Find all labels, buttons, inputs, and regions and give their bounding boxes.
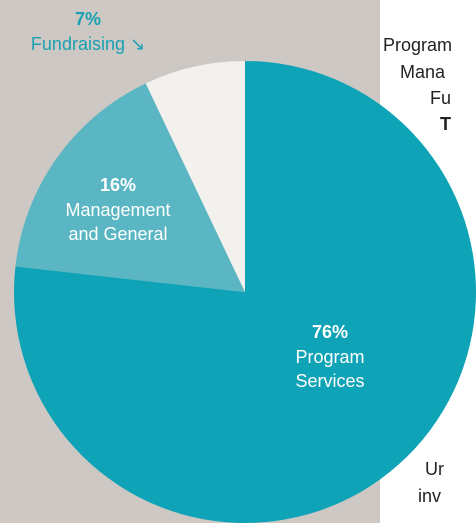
side-text: inv xyxy=(418,486,441,506)
side-text: T xyxy=(440,114,451,134)
value-label: 16% xyxy=(100,175,136,195)
value-label: 76% xyxy=(312,322,348,342)
side-text: Mana xyxy=(400,62,446,82)
side-text: Fu xyxy=(430,88,451,108)
value-label: 7% xyxy=(75,9,101,29)
side-text: Program xyxy=(383,35,452,55)
pie-slice xyxy=(15,83,246,292)
slice-label: Program xyxy=(295,347,364,367)
slice-label: Fundraising ↘ xyxy=(31,34,145,54)
side-text: Ur xyxy=(425,459,444,479)
slice-label: and General xyxy=(68,224,167,244)
slice-label: Services xyxy=(295,371,364,391)
pie-slice xyxy=(13,61,476,523)
slice-label: Management xyxy=(65,200,170,220)
pie-slice xyxy=(145,61,245,292)
